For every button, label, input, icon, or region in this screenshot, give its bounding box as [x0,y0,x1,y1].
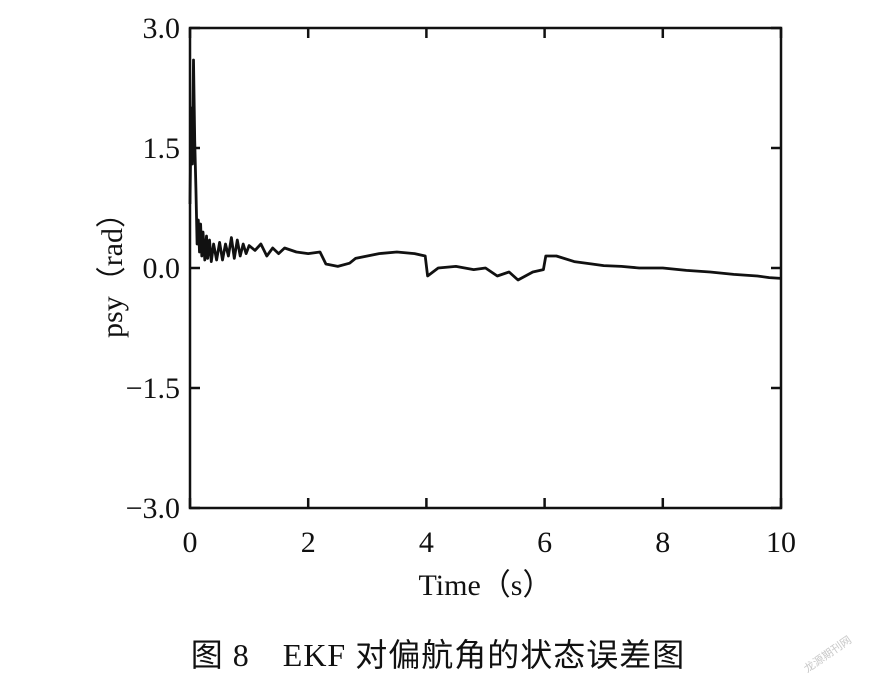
y-tick-label: 3.0 [143,12,181,45]
series-line-0 [188,58,782,282]
y-tick-label: −1.5 [126,372,180,405]
y-tick-label: 1.5 [143,132,181,165]
line-chart: 3.0 1.5 0.0 −1.5 −3.00 2 4 6 8 10 Time（s） psy（rad） [96,12,796,602]
y-tick-label: −3.0 [126,492,180,525]
x-tick-label: 8 [655,526,670,559]
x-tick-label: 4 [419,526,434,559]
figure-caption: 图 8 EKF 对偏航角的状态误差图 [190,637,686,673]
y-tick-label: 0.0 [143,252,181,285]
y-axis-label: psy（rad） [96,198,129,338]
x-axis-label: Time（s） [419,569,553,602]
x-tick-label: 10 [766,526,796,559]
x-tick-label: 2 [301,526,316,559]
x-tick-label: 6 [537,526,552,559]
x-tick-label: 0 [183,526,198,559]
